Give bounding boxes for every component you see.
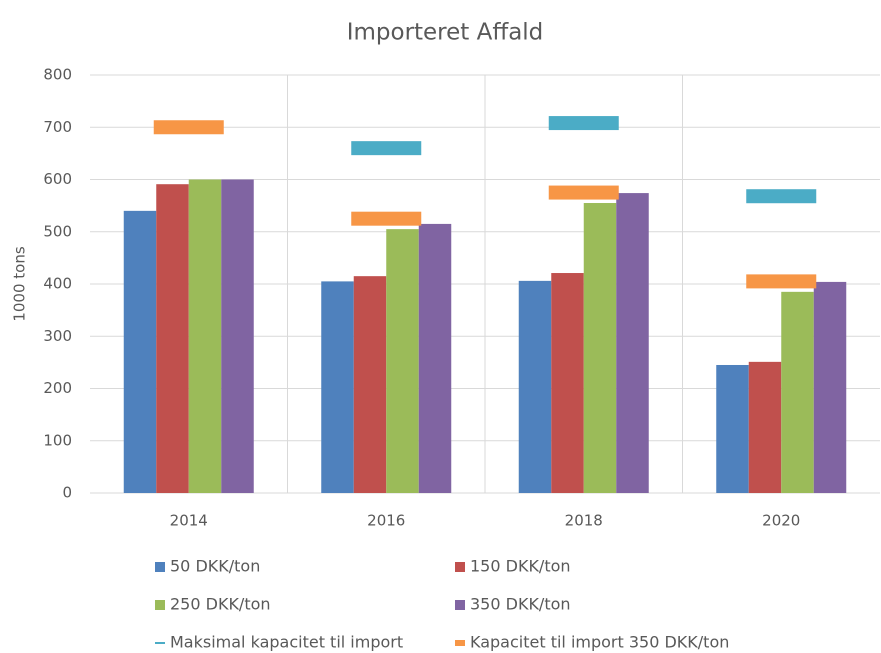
legend-label: 250 DKK/ton — [170, 595, 271, 614]
y-tick-label: 600 — [43, 170, 72, 188]
legend-swatch — [455, 640, 465, 646]
bar — [418, 223, 452, 493]
x-tick-label: 2016 — [367, 512, 405, 530]
bar — [583, 203, 617, 493]
y-tick-label: 700 — [43, 118, 72, 136]
bar — [156, 184, 189, 493]
capacity-marker — [746, 274, 817, 289]
bar — [321, 281, 354, 493]
y-axis-label: 1000 tons — [11, 246, 29, 322]
y-tick-label: 400 — [43, 275, 72, 293]
x-tick-label: 2018 — [565, 512, 603, 530]
capacity-marker — [153, 120, 224, 135]
y-tick-label: 100 — [43, 431, 72, 449]
capacity-marker — [746, 189, 817, 204]
y-tick-label: 500 — [43, 222, 72, 240]
bar — [518, 280, 552, 493]
legend-label: 150 DKK/ton — [470, 557, 571, 576]
capacity-marker — [351, 141, 422, 156]
bar — [386, 229, 419, 493]
x-tick-label: 2020 — [762, 512, 800, 530]
bar — [123, 210, 157, 493]
capacity-marker — [351, 211, 422, 226]
legend-label: Kapacitet til import 350 DKK/ton — [470, 633, 729, 652]
bar — [748, 361, 782, 493]
chart-title: Importeret Affald — [347, 20, 544, 46]
bar — [188, 179, 222, 493]
y-tick-label: 300 — [43, 327, 72, 345]
y-tick-label: 200 — [43, 379, 72, 397]
legend-label: 350 DKK/ton — [470, 595, 571, 614]
y-tick-label: 0 — [62, 484, 72, 502]
bar — [716, 364, 749, 493]
bar — [551, 273, 584, 493]
bar — [781, 291, 814, 493]
legend-swatch — [155, 600, 165, 610]
bar — [616, 193, 649, 493]
legend-label: 50 DKK/ton — [170, 557, 260, 576]
legend-swatch — [455, 562, 465, 572]
x-tick-label: 2014 — [170, 512, 208, 530]
bar — [353, 276, 387, 493]
legend-label: Maksimal kapacitet til import — [170, 633, 403, 652]
bar — [221, 179, 254, 493]
legend-swatch — [155, 562, 165, 572]
bar — [813, 281, 847, 493]
capacity-marker — [548, 185, 619, 200]
legend-swatch — [455, 600, 465, 610]
capacity-marker — [548, 116, 619, 131]
y-tick-label: 800 — [43, 66, 72, 84]
legend-swatch — [155, 642, 165, 644]
